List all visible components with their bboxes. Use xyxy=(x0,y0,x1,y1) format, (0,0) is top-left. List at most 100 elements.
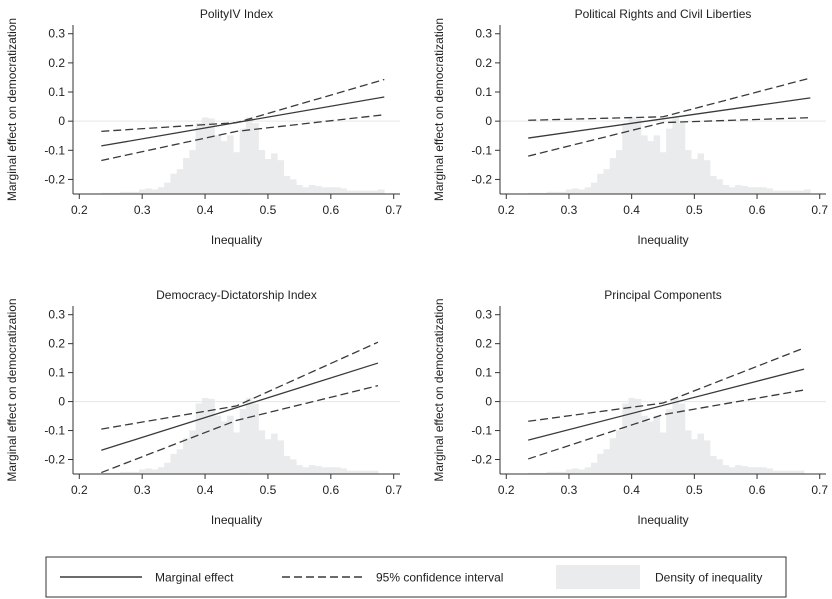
density-bar xyxy=(371,470,379,474)
density-bar xyxy=(547,191,554,194)
density-bar xyxy=(239,408,247,474)
density-bar xyxy=(258,430,266,474)
density-bar xyxy=(283,175,291,194)
density-bar xyxy=(628,117,636,194)
density-bar xyxy=(359,470,366,474)
chart-panel-3: 0.3 0.2 0.1 0 -0.1 -0.2 0.2 0.3 0.4 0.5 0.6 0.7 Demo… xyxy=(5,288,402,527)
ci-lower-line xyxy=(528,117,811,157)
ci-upper-line xyxy=(101,78,385,132)
density-bar xyxy=(239,128,247,194)
density-bar xyxy=(760,467,767,474)
density-bar xyxy=(603,169,611,194)
x-tick-label: 0.6 xyxy=(322,483,339,497)
density-bar xyxy=(578,469,585,474)
marginal-effect-line xyxy=(101,96,385,147)
density-bar xyxy=(101,192,108,194)
density-bar xyxy=(753,467,761,474)
x-tick-label: 0.2 xyxy=(498,203,515,217)
density-bar xyxy=(201,117,209,194)
density-bar xyxy=(572,188,579,194)
density-bar xyxy=(534,192,542,194)
y-tick-label: 0.2 xyxy=(475,337,492,351)
density-bar xyxy=(590,462,598,474)
density-bar xyxy=(597,453,604,474)
density-bar xyxy=(289,179,297,194)
chart-title: PolityIV Index xyxy=(200,7,273,21)
density-bar xyxy=(659,432,667,474)
density-bar xyxy=(151,189,159,194)
legend-label-density: Density of inequality xyxy=(655,571,762,585)
panels-container: 0.3 0.2 0.1 0 -0.1 -0.2 0.2 0.3 0.4 0.5 0.6 0.7 Poli… xyxy=(5,7,828,527)
density-bar xyxy=(747,467,755,474)
density-bar xyxy=(772,470,780,474)
x-axis-label: Inequality xyxy=(211,513,262,527)
density-bar xyxy=(634,398,642,474)
density-bar xyxy=(578,189,585,194)
density-bar xyxy=(176,449,184,474)
y-tick-label: 0.1 xyxy=(475,366,492,380)
density-bar xyxy=(584,187,592,194)
density-bar xyxy=(747,187,755,194)
y-tick-label: 0.2 xyxy=(475,56,492,70)
density-bar xyxy=(647,421,654,474)
density-bar xyxy=(252,403,259,474)
density-bar xyxy=(547,471,554,474)
y-tick-label: -0.1 xyxy=(471,424,492,438)
density-bar xyxy=(170,173,178,194)
marginal-effect-line xyxy=(528,368,805,441)
x-tick-label: 0.7 xyxy=(385,483,402,497)
x-tick-label: 0.5 xyxy=(260,203,277,217)
density-bar xyxy=(183,438,190,474)
density-bar xyxy=(647,141,654,194)
density-bar xyxy=(528,472,535,474)
density-bar xyxy=(703,440,711,474)
density-bar xyxy=(245,397,253,474)
density-bar xyxy=(615,430,623,474)
density-bar xyxy=(277,440,284,474)
y-tick-label: 0 xyxy=(485,114,492,128)
density-bar xyxy=(653,415,661,474)
y-axis-label: Marginal effect on democratization xyxy=(5,18,19,201)
density-bar xyxy=(214,135,222,194)
density-bar xyxy=(666,128,673,194)
density-bar xyxy=(359,190,366,194)
density-bar xyxy=(365,190,372,194)
ci-upper-line xyxy=(528,347,805,422)
density-bar xyxy=(760,187,767,194)
x-tick-label: 0.5 xyxy=(686,203,703,217)
density-bar xyxy=(559,471,567,474)
density-bar xyxy=(659,152,667,194)
density-bar xyxy=(283,456,291,474)
density-bar xyxy=(271,153,278,194)
density-bar xyxy=(101,472,108,474)
x-tick-label: 0.6 xyxy=(749,483,766,497)
y-tick-label: 0.1 xyxy=(48,366,65,380)
density-bar xyxy=(327,467,335,474)
density-bar xyxy=(120,471,127,474)
density-bar xyxy=(271,433,278,474)
density-bar xyxy=(622,403,629,474)
density-bar xyxy=(183,158,190,194)
x-tick-label: 0.6 xyxy=(322,203,339,217)
density-bar xyxy=(691,439,698,474)
density-bar xyxy=(540,192,548,194)
density-bar xyxy=(258,150,266,194)
chart-title: Principal Components xyxy=(604,288,721,302)
density-bar xyxy=(684,430,692,474)
density-bar xyxy=(321,187,328,194)
density-bar xyxy=(603,449,611,474)
density-bar xyxy=(227,135,234,194)
density-bar xyxy=(728,467,736,474)
density-bar xyxy=(553,191,560,194)
density-bar xyxy=(113,472,121,474)
density-bar xyxy=(615,150,623,194)
x-axis-label: Inequality xyxy=(637,233,688,247)
density-bar xyxy=(195,123,203,194)
y-tick-label: 0.3 xyxy=(475,308,492,322)
x-tick-label: 0.3 xyxy=(561,203,578,217)
marginal-effect-line xyxy=(101,362,379,451)
density-bar xyxy=(365,470,372,474)
density-bar xyxy=(126,191,134,194)
density-bar xyxy=(741,186,748,194)
